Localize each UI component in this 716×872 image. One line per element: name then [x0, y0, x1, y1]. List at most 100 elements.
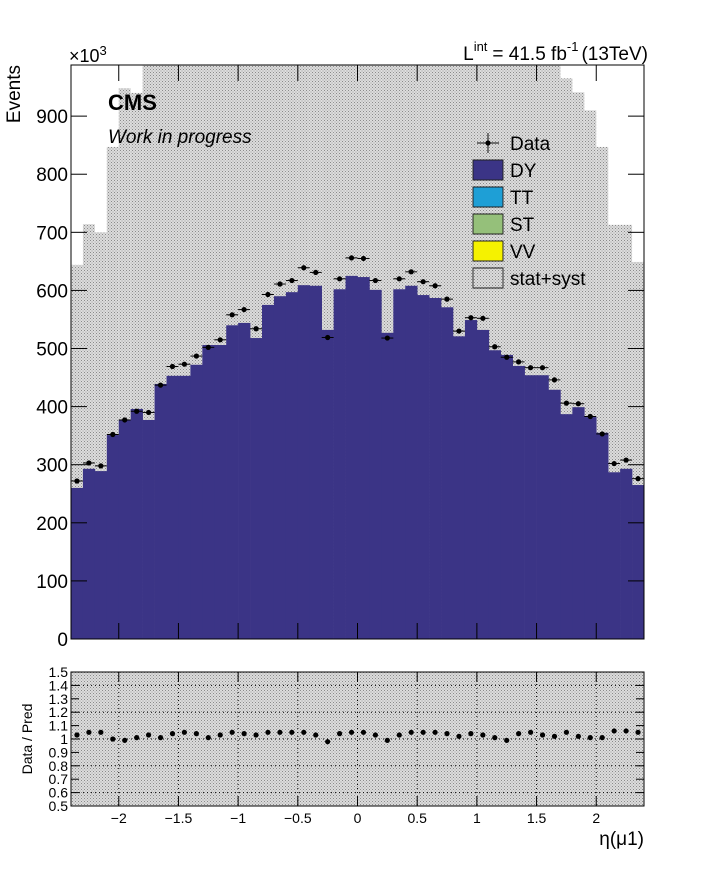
- ratio-point: [384, 737, 390, 743]
- x-tick-label: 2: [592, 810, 600, 826]
- ratio-point: [277, 729, 283, 735]
- stat-syst-band: [620, 224, 633, 639]
- lumi-sup2: -1: [567, 39, 579, 54]
- data-point: [74, 478, 80, 484]
- hist-bar: [536, 375, 549, 639]
- y-tick-label: 200: [36, 514, 68, 535]
- data-point: [611, 460, 617, 467]
- data-point: [575, 401, 581, 407]
- ratio-point: [336, 731, 343, 737]
- legend-label: DY: [510, 161, 537, 182]
- data-point: [205, 344, 211, 350]
- stat-syst-band: [118, 88, 131, 639]
- ratio-point: [98, 729, 104, 735]
- ratio-point: [253, 732, 259, 738]
- hist-bar: [572, 407, 585, 639]
- data-point: [516, 359, 522, 365]
- legend-swatch: [472, 186, 504, 208]
- y-tick-label: 1.5: [49, 664, 69, 680]
- data-point: [157, 382, 164, 388]
- stat-syst-band: [560, 78, 573, 639]
- hist-bar: [417, 295, 430, 639]
- x-tick-label: −1: [230, 810, 246, 826]
- data-point: [289, 277, 295, 284]
- y-tick-label: 1.4: [49, 677, 69, 693]
- hist-bar: [106, 435, 120, 639]
- data-point: [145, 409, 152, 416]
- hist-bar: [309, 285, 322, 639]
- y-tick-label: 400: [36, 398, 68, 419]
- data-point: [599, 431, 605, 437]
- data-point: [551, 377, 558, 383]
- hist-bar: [118, 419, 131, 639]
- hist-bar: [71, 487, 84, 639]
- data-point: [98, 463, 104, 469]
- legend-label: Data: [510, 134, 551, 155]
- ratio-point: [575, 733, 581, 739]
- x-axis-label: η(μ1): [599, 829, 644, 850]
- y-tick-label: 500: [36, 340, 68, 361]
- stat-syst-band: [536, 65, 549, 639]
- stat-syst-band: [142, 65, 155, 639]
- hist-bar: [285, 292, 299, 639]
- x-tick-label: 0.5: [407, 810, 427, 826]
- legend-label: VV: [510, 242, 536, 263]
- stat-syst-band: [548, 65, 561, 639]
- y-axis-label: Events: [4, 65, 25, 123]
- lumi-sup: int: [474, 39, 488, 54]
- hist-bar: [357, 277, 370, 639]
- data-point: [313, 269, 319, 276]
- x-tick-label: −2: [111, 810, 127, 826]
- subtitle: Work in progress: [108, 127, 252, 148]
- hist-bar: [238, 322, 251, 639]
- stat-syst-band: [596, 146, 609, 639]
- hist-bar: [441, 307, 454, 639]
- stat-syst-band: [500, 65, 513, 639]
- legend-marker: [485, 140, 491, 146]
- ratio-point: [205, 735, 211, 741]
- main-plot: [71, 65, 644, 639]
- ratio-point: [157, 735, 164, 741]
- data-point: [169, 363, 176, 370]
- data-point: [122, 417, 128, 423]
- data-point: [253, 326, 259, 332]
- ratio-point: [408, 729, 414, 735]
- data-point: [527, 365, 534, 371]
- data-point: [408, 269, 414, 275]
- legend-label: TT: [510, 188, 534, 209]
- data-point: [217, 337, 223, 343]
- hist-bar: [142, 419, 155, 639]
- y-tick-label: 1: [60, 731, 68, 747]
- lumi-tail: (13TeV): [581, 44, 648, 65]
- data-point: [492, 344, 498, 350]
- hist-bar: [321, 329, 334, 639]
- ratio-y-label: Data / Pred: [19, 704, 35, 775]
- hist-bar: [178, 375, 191, 639]
- hist-bar: [393, 289, 406, 639]
- data-point: [336, 276, 343, 282]
- ratio-point: [623, 728, 629, 734]
- hist-bar: [190, 364, 203, 639]
- x-tick-label: 1: [473, 810, 481, 826]
- data-point: [86, 460, 92, 466]
- stat-syst-band: [94, 232, 107, 639]
- data-point: [348, 255, 355, 261]
- data-point: [420, 279, 426, 285]
- data-point: [456, 328, 462, 334]
- y-tick-label: 1.2: [49, 704, 69, 720]
- y-exponent: ×103: [69, 43, 107, 66]
- ratio-point: [348, 729, 355, 735]
- ratio-point: [181, 729, 188, 735]
- stat-syst-band: [71, 264, 83, 639]
- data-point: [134, 408, 140, 414]
- ratio-point: [516, 731, 522, 737]
- data-point: [372, 277, 379, 284]
- hist-bar: [297, 285, 311, 639]
- lumi-text: = 41.5 fb: [492, 44, 566, 65]
- y-tick-label: 600: [36, 281, 68, 302]
- legend-label: stat+syst: [510, 269, 586, 290]
- ratio-point: [527, 729, 534, 735]
- stat-syst-band: [154, 65, 167, 639]
- data-point: [277, 281, 283, 287]
- ratio-point: [110, 736, 116, 742]
